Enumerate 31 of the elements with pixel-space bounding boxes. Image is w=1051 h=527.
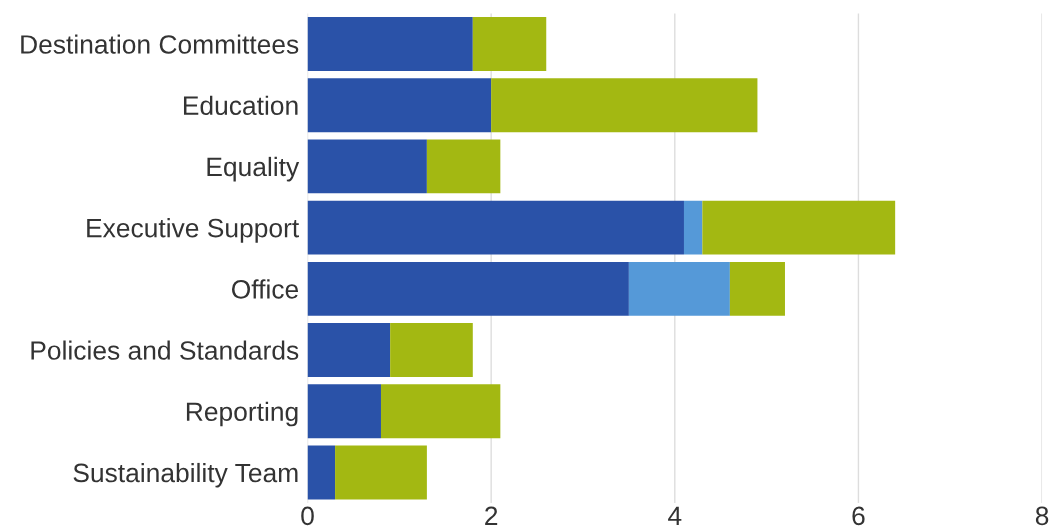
x-tick-label: 8 (1035, 506, 1049, 526)
y-tick-label: Policies and Standards (31, 340, 299, 360)
bar (307, 445, 336, 500)
bar (628, 261, 730, 316)
bar (380, 384, 501, 439)
bar (307, 261, 629, 316)
bar (307, 78, 492, 133)
bar (702, 200, 896, 255)
bar (307, 17, 473, 71)
x-tick-label: 2 (485, 506, 498, 525)
bar (491, 78, 758, 133)
y-tick-label: Executive Support (87, 218, 300, 243)
y-tick-label: Sustainability Team (73, 462, 298, 488)
bar (729, 261, 785, 316)
y-tick-label: Equality (207, 156, 300, 182)
bar (472, 17, 547, 71)
y-tick-label: Education (183, 95, 298, 116)
bar (307, 323, 391, 377)
x-tick-label: 0 (301, 506, 314, 526)
bar (390, 323, 473, 377)
x-tick-label: 6 (852, 506, 865, 526)
bar (426, 139, 501, 194)
bar (683, 200, 703, 255)
y-tick-label: Office (231, 279, 299, 299)
y-tick-label: Reporting (186, 401, 298, 427)
bar (335, 445, 427, 500)
bar (307, 384, 381, 439)
x-tick-label: 4 (668, 506, 682, 525)
y-tick-label: Destination Committees (21, 34, 299, 54)
bar (307, 139, 427, 194)
bar (307, 200, 684, 255)
